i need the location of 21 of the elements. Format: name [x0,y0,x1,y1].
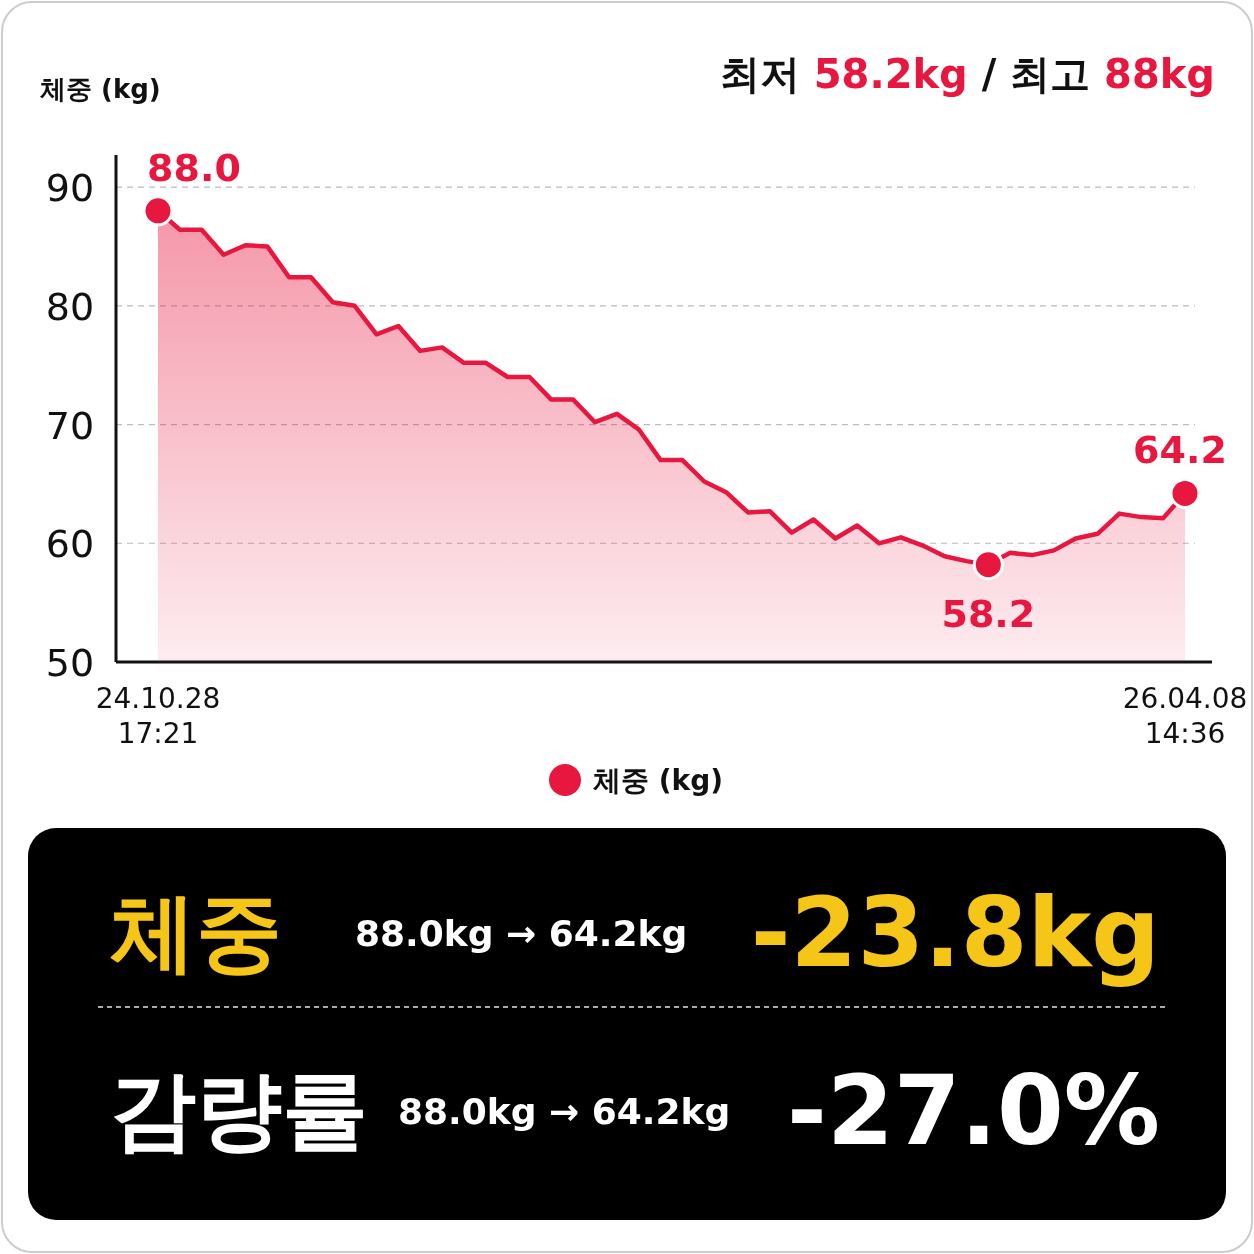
y-tick-label: 70 [45,403,95,448]
point [972,549,1004,581]
text: 88.0kg → 64.2kg [398,1091,731,1132]
legend-label: 체중 (kg) [593,764,724,797]
x-tick-label: 24.10.28 17:21 [95,682,221,750]
y-tick-label: 60 [45,522,95,567]
data-label: 64.2 [1133,428,1227,473]
y-tick-label: 80 [45,284,95,329]
y-tick-label: 90 [45,166,95,211]
text: 88.0kg → 64.2kg [355,913,688,954]
text: -23.8kg [750,877,1160,989]
data-label: 58.2 [941,591,1036,636]
y-tick-label: 50 [45,641,95,685]
x-tick-label: 26.04.08 14:36 [1122,682,1248,750]
text: 체중 [110,882,282,982]
y-axis-title: 체중 (kg) [40,74,161,104]
text: 최저 58.2kg / 최고 88kg [719,51,1215,97]
data-label: 88.0 [147,145,241,190]
text: 감량률 [110,1060,368,1160]
point [142,195,174,227]
text: -27.0% [787,1055,1160,1167]
